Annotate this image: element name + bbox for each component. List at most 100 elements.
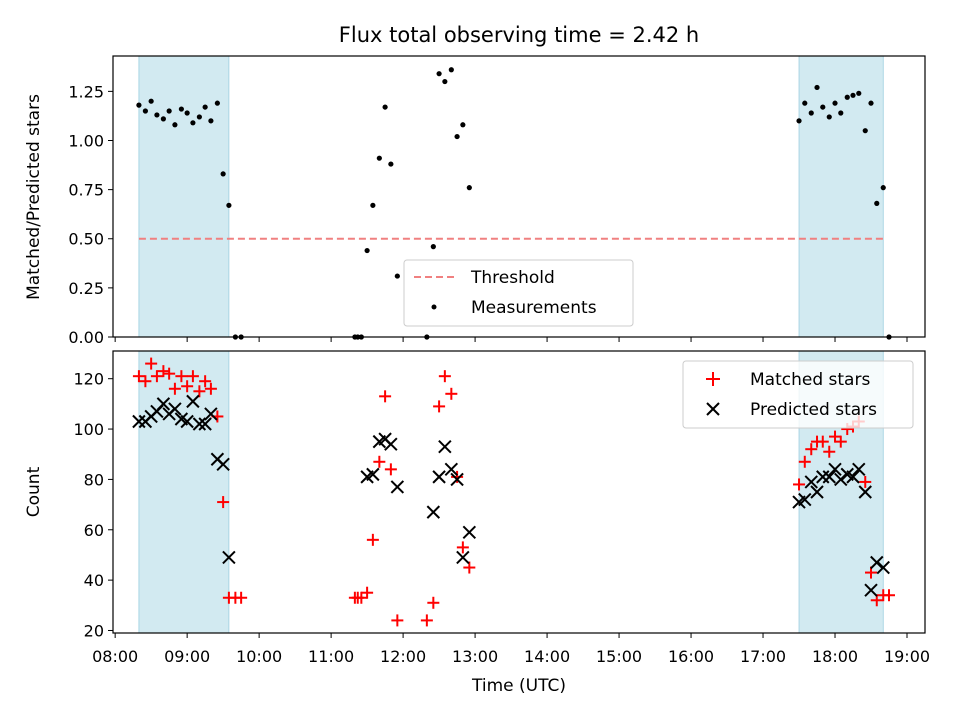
bottom-series-1-point-25 bbox=[444, 462, 459, 477]
legend-measurements-label: Measurements bbox=[471, 298, 597, 318]
bottom-y-tick-label-5: 120 bbox=[73, 370, 104, 389]
legend-matched-swatch bbox=[706, 372, 720, 386]
top-series-0-point-38 bbox=[814, 84, 820, 91]
bottom-series-1-point-28 bbox=[462, 525, 477, 539]
top-series-0-point-22 bbox=[370, 202, 376, 208]
bottom-series-1-point-14 bbox=[216, 457, 230, 472]
bottom-y-axis-label: Count bbox=[24, 466, 44, 517]
bottom-series-1-point-8 bbox=[180, 414, 194, 429]
bottom-series-1-point-27 bbox=[456, 550, 470, 565]
top-y-tick-label-0: 0.00 bbox=[68, 328, 104, 347]
bottom-series-1-point-42 bbox=[870, 555, 884, 570]
bottom-x-tick-label-10: 18:00 bbox=[812, 647, 858, 666]
bottom-series-1-point-36 bbox=[834, 472, 848, 487]
legend-predicted-label: Predicted stars bbox=[750, 400, 877, 420]
bottom-series-1-point-11 bbox=[198, 417, 212, 431]
top-series-0-point-3 bbox=[154, 112, 160, 118]
top-series-0-point-36 bbox=[802, 100, 808, 106]
top-series-0-point-44 bbox=[850, 92, 856, 98]
bottom-series-0-point-30 bbox=[438, 370, 451, 383]
top-series-0-point-0 bbox=[136, 102, 142, 108]
bottom-series-0-point-34 bbox=[463, 561, 476, 574]
bottom-x-tick-label-8: 16:00 bbox=[668, 647, 714, 666]
bottom-series-0-point-25 bbox=[384, 463, 397, 476]
top-axes-frame bbox=[112, 55, 926, 338]
bottom-series-0-point-11 bbox=[199, 375, 212, 388]
bottom-series-0-point-32 bbox=[451, 470, 464, 483]
bottom-series-0-point-28 bbox=[427, 596, 440, 609]
bottom-series-0-point-0 bbox=[132, 370, 145, 383]
top-series-0-point-13 bbox=[214, 100, 220, 106]
top-series-0-point-31 bbox=[448, 67, 454, 73]
legend-measurements-swatch bbox=[431, 304, 437, 310]
bottom-x-tick-label-0: 08:00 bbox=[92, 647, 138, 666]
bottom-y-tick-label-1: 40 bbox=[84, 571, 104, 590]
bottom-series-0-point-4 bbox=[157, 365, 170, 378]
bottom-series-0-point-29 bbox=[433, 400, 446, 413]
bottom-series-1-point-31 bbox=[804, 475, 818, 489]
bottom-series-0-point-7 bbox=[175, 370, 188, 383]
top-series-0-point-8 bbox=[184, 110, 190, 116]
bottom-series-1-point-24 bbox=[438, 439, 452, 454]
bottom-series-0-point-33 bbox=[456, 541, 469, 554]
bottom-series-0-point-22 bbox=[366, 533, 379, 546]
chart-title: Flux total observing time = 2.42 h bbox=[339, 23, 699, 47]
bottom-x-tick-label-4: 12:00 bbox=[380, 647, 426, 666]
top-legend-box bbox=[403, 259, 634, 327]
bottom-axes-frame bbox=[112, 350, 926, 634]
bottom-series-0-point-9 bbox=[186, 370, 199, 383]
bottom-x-tick-label-6: 14:00 bbox=[524, 647, 570, 666]
top-series-0-point-11 bbox=[202, 104, 208, 110]
bottom-series-0-point-39 bbox=[816, 435, 829, 448]
bottom-series-0-point-10 bbox=[193, 385, 206, 398]
bottom-series-0-point-26 bbox=[391, 614, 404, 627]
top-series-0-point-42 bbox=[838, 110, 844, 116]
bottom-series-0-point-21 bbox=[361, 586, 374, 599]
top-shaded-span-0 bbox=[138, 55, 230, 338]
bottom-series-0-point-40 bbox=[823, 445, 836, 458]
top-shaded-span-1 bbox=[798, 55, 884, 338]
top-series-0-point-28 bbox=[430, 244, 436, 250]
bottom-series-1-point-0 bbox=[132, 414, 146, 429]
bottom-series-0-point-6 bbox=[168, 382, 181, 395]
bottom-series-1-point-39 bbox=[852, 462, 866, 477]
top-series-0-point-35 bbox=[796, 118, 802, 124]
bottom-series-1-point-12 bbox=[204, 407, 218, 421]
top-series-0-point-10 bbox=[196, 114, 202, 120]
bottom-series-1-point-9 bbox=[186, 394, 200, 409]
bottom-series-0-point-42 bbox=[834, 435, 847, 448]
bottom-x-tick-label-11: 19:00 bbox=[884, 647, 930, 666]
bottom-x-tick-label-7: 15:00 bbox=[596, 647, 642, 666]
bottom-series-0-point-50 bbox=[883, 589, 896, 602]
top-series-0-point-46 bbox=[862, 128, 868, 134]
bottom-series-0-point-36 bbox=[798, 455, 811, 468]
legend-matched-label: Matched stars bbox=[750, 370, 870, 390]
bottom-x-tick-label-3: 11:00 bbox=[308, 647, 354, 666]
bottom-series-1-point-6 bbox=[168, 402, 182, 416]
bottom-series-1-point-33 bbox=[816, 470, 830, 484]
x-axis-label: Time (UTC) bbox=[471, 676, 566, 696]
bottom-legend: Matched stars Predicted stars bbox=[682, 360, 914, 429]
top-y-tick-label-3: 0.75 bbox=[68, 181, 104, 200]
bottom-shaded-span-0 bbox=[138, 350, 230, 634]
top-series-0-point-6 bbox=[172, 122, 178, 128]
top-series-0-point-48 bbox=[874, 200, 880, 206]
top-series-0-point-5 bbox=[166, 108, 172, 114]
bottom-series-0-point-3 bbox=[150, 370, 163, 383]
top-series-0-point-45 bbox=[856, 90, 862, 96]
bottom-series-0-point-14 bbox=[217, 496, 230, 509]
legend-predicted-swatch bbox=[706, 402, 720, 416]
bottom-series-0-point-5 bbox=[163, 367, 176, 380]
bottom-series-1-point-40 bbox=[858, 485, 872, 499]
bottom-series-0-point-8 bbox=[181, 380, 194, 393]
bottom-panel: 20 40 60 80 100 120 08:00 09:00 10:00 11:00 12:00 1… bbox=[73, 350, 930, 666]
bottom-series-1-point-22 bbox=[426, 505, 441, 519]
bottom-series-1-point-26 bbox=[450, 472, 464, 487]
top-y-tick-label-5: 1.25 bbox=[68, 82, 104, 101]
bottom-series-0-point-35 bbox=[793, 478, 806, 491]
bottom-series-1-point-34 bbox=[822, 470, 836, 484]
bottom-x-tick-label-1: 09:00 bbox=[164, 647, 210, 666]
bottom-series-1-point-17 bbox=[366, 467, 380, 482]
bottom-series-0-point-2 bbox=[145, 357, 158, 370]
